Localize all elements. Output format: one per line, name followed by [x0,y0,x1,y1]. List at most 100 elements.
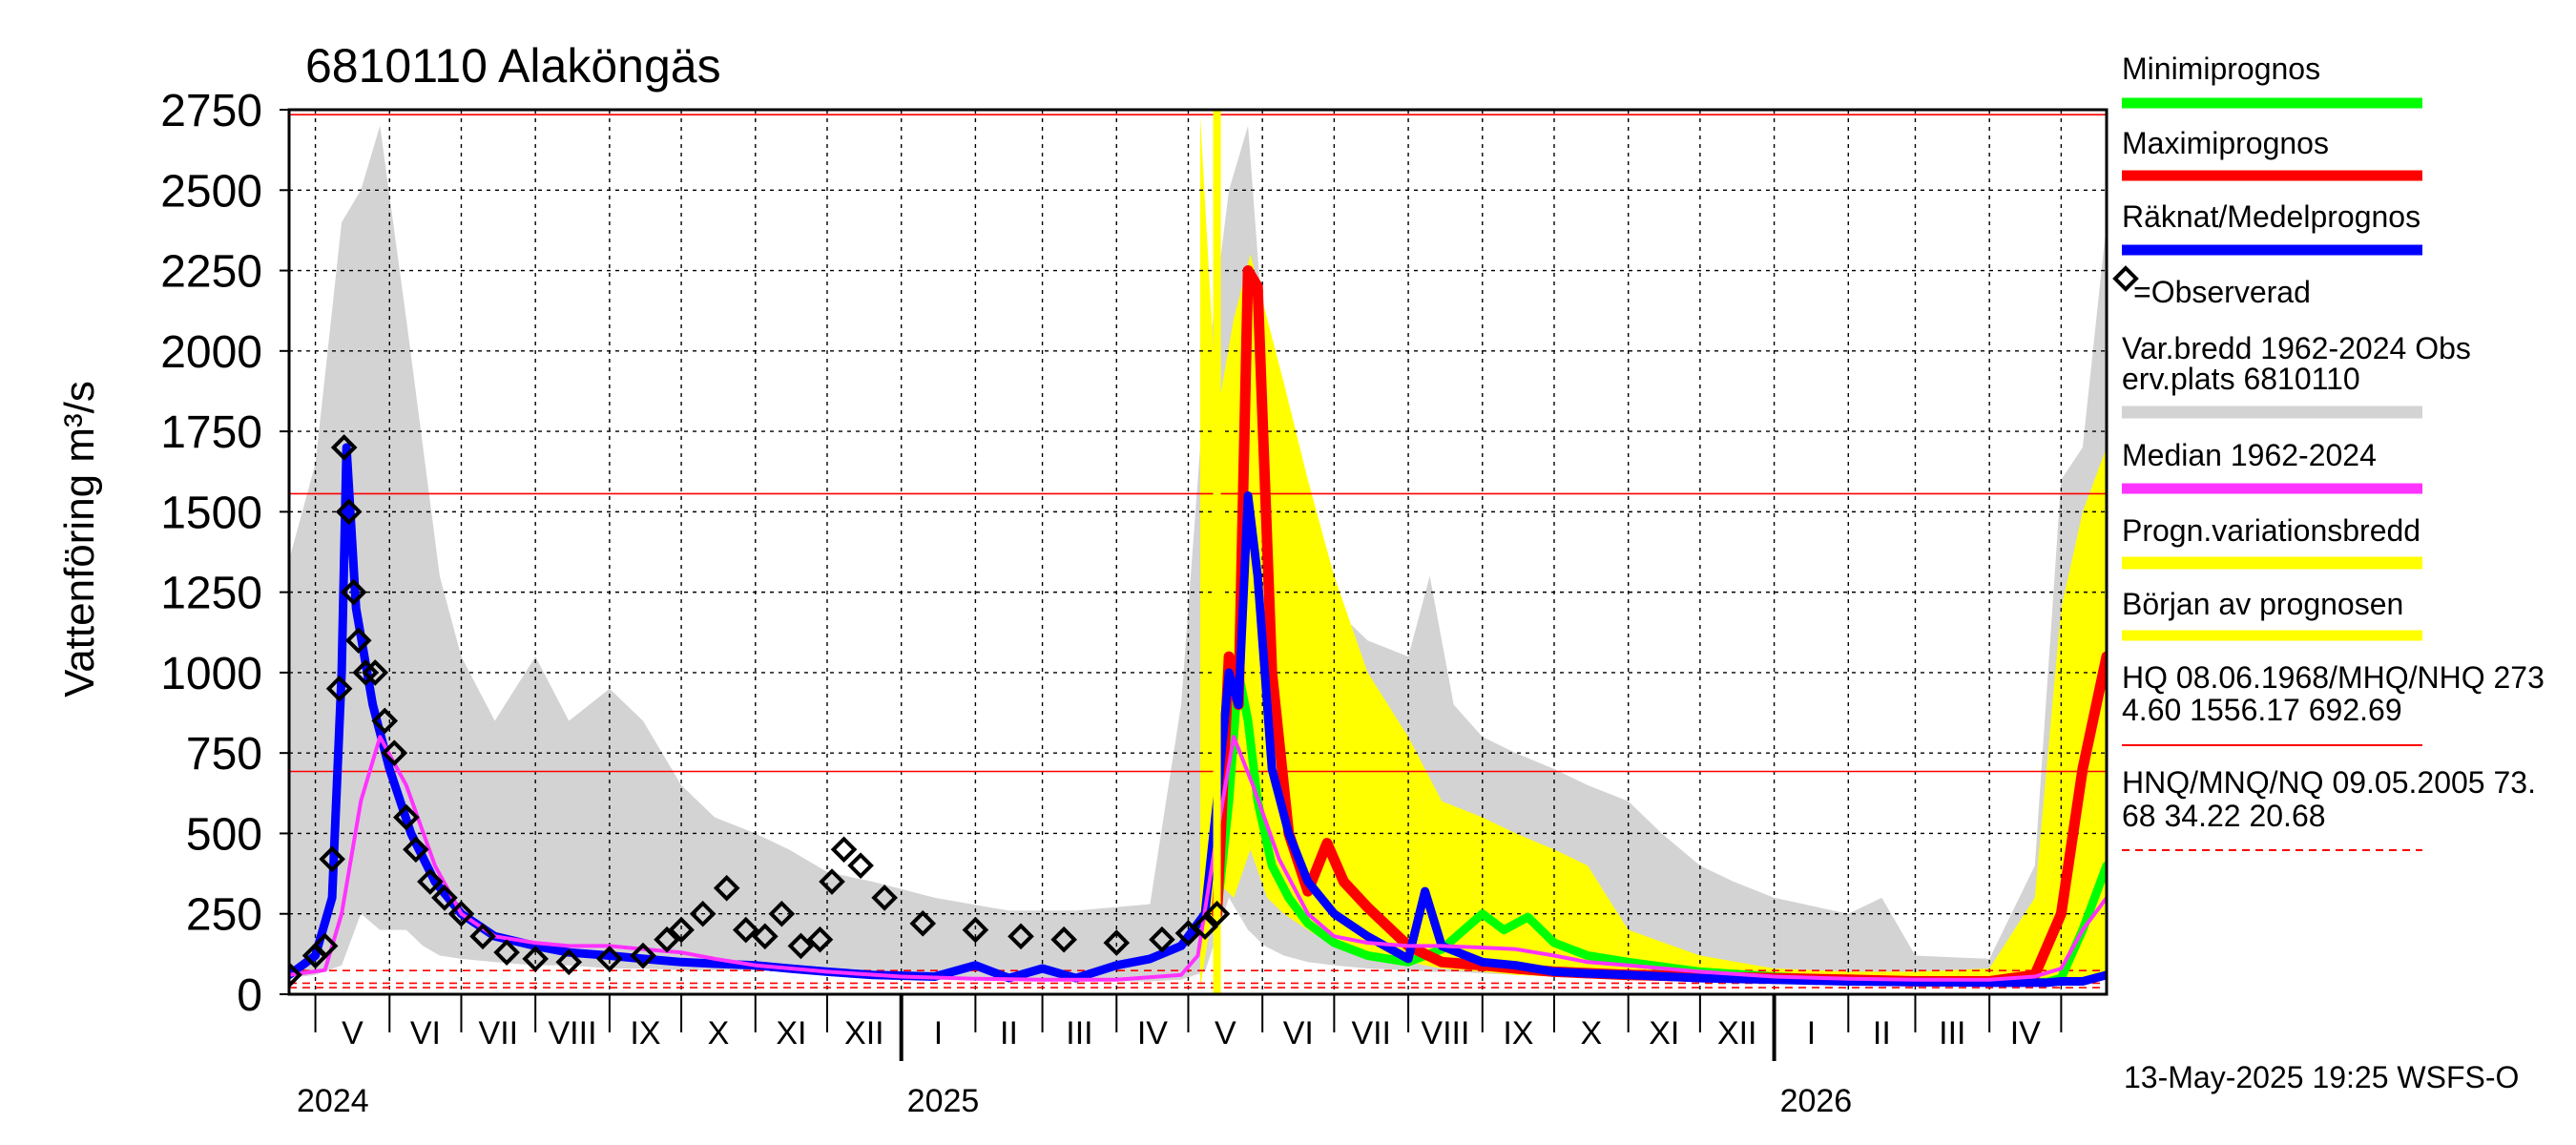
observed-point [847,852,874,879]
month-label: XII [844,1015,884,1051]
observed-point [447,900,475,927]
legend: Minimiprognos Maximiprognos Räknat/Medelpr… [2112,52,2545,851]
plot-area [289,110,2107,994]
legend-label: Var.bredd 1962-2024 Obs [2122,331,2471,365]
y-tick-label: 750 [186,729,262,780]
observed-point [403,836,429,864]
observed-point [555,948,583,976]
observed-point [787,932,815,960]
month-label: IV [1137,1015,1168,1051]
year-label: 2026 [1780,1083,1853,1119]
observed-point [732,916,759,944]
plot-frame [287,108,2109,996]
observed-point [352,659,380,686]
observed-point [806,926,834,953]
observed-point [522,946,550,972]
month-label: II [1873,1015,1891,1051]
observed-point [819,868,845,895]
y-tick-label: 500 [186,809,262,860]
observed-point [1008,923,1034,950]
month-label: XII [1717,1015,1757,1051]
chart-title: 6810110 Alaköngäs [305,39,721,93]
legend-label: Progn.variationsbredd [2122,513,2420,548]
observed-point [381,739,408,767]
year-label: 2024 [297,1083,369,1119]
legend-observed-marker [2112,265,2139,292]
observed-point [330,434,358,461]
month-label: X [1580,1015,1602,1051]
observed-point [344,627,372,655]
observed-point [654,926,680,953]
month-label: VII [479,1015,519,1051]
month-label: VIII [549,1015,597,1051]
observed-point [962,916,989,944]
month-label: I [934,1015,943,1051]
observed-point [335,498,363,526]
observed-point [392,803,420,831]
y-tick-label: 250 [186,890,262,941]
observed-point [689,900,717,927]
month-label: IX [1503,1015,1533,1051]
observed-point [289,961,302,989]
observed-point [630,942,656,969]
month-label: III [1066,1015,1092,1051]
observed-point [371,707,399,735]
month-label: III [1939,1015,1965,1051]
y-tick-label: 1750 [160,407,262,458]
y-tick-label: 0 [237,970,262,1021]
legend-label-continued: erv.plats 6810110 [2122,362,2360,396]
y-tick-label: 1000 [160,649,262,699]
observed-point [909,910,937,937]
legend-label: HNQ/MNQ/NQ 09.05.2005 73. [2122,765,2536,800]
month-label: II [1000,1015,1018,1051]
month-label: V [1215,1015,1236,1051]
observed-point [340,578,367,606]
legend-label: =Observerad [2133,275,2311,309]
y-tick-label: 1250 [160,569,262,619]
y-axis: 0 250 500 750 1000 1250 1500 1750 2000 2250 2500 27… [160,86,289,1021]
observed-point [1103,929,1131,956]
observed-point [311,932,339,960]
month-label: XI [1649,1015,1679,1051]
observed-point [871,885,898,911]
observed-point [417,868,444,895]
legend-label: Median 1962-2024 [2122,438,2377,472]
median-line [289,735,2107,982]
observed-point [493,939,520,967]
observed-point [751,923,779,950]
legend-label: Början av prognosen [2122,587,2403,621]
legend-label-continued: 4.60 1556.17 692.69 [2122,693,2402,727]
observed-point [325,675,353,702]
observed-point [668,916,695,944]
y-tick-label: 2500 [160,166,262,217]
mean-forecast-line [289,443,2107,988]
observed-point [1050,926,1077,953]
observed-point [768,900,796,927]
legend-label: HQ 08.06.1968/MHQ/NHQ 273 [2122,660,2545,695]
month-label: V [342,1015,364,1051]
observed-point [469,923,496,950]
observed-point [362,659,389,686]
observed-point [596,946,623,972]
y-axis-label: Vattenföring m³/s [56,381,103,697]
month-label: X [708,1015,730,1051]
observed-point [1203,900,1231,927]
observed-point [319,845,345,873]
x-axis: V VI VII VIII IX X XI XII I II III IV V VI VII VIII IX X X… [297,994,2063,1119]
legend-label-continued: 68 34.22 20.68 [2122,799,2326,833]
observed-point [1149,926,1175,953]
observed-point [830,836,858,864]
y-tick-label: 1500 [160,488,262,538]
legend-label: Minimiprognos [2122,52,2320,86]
year-label: 2025 [907,1083,980,1119]
month-label: I [1807,1015,1816,1051]
month-label: VIII [1421,1015,1469,1051]
month-label: VII [1351,1015,1391,1051]
observed-point [1192,913,1218,941]
month-label: VI [410,1015,441,1051]
month-label: XI [776,1015,806,1051]
observed-point [713,874,740,902]
y-tick-label: 2250 [160,247,262,298]
legend-label: Räknat/Medelprognos [2122,199,2420,234]
